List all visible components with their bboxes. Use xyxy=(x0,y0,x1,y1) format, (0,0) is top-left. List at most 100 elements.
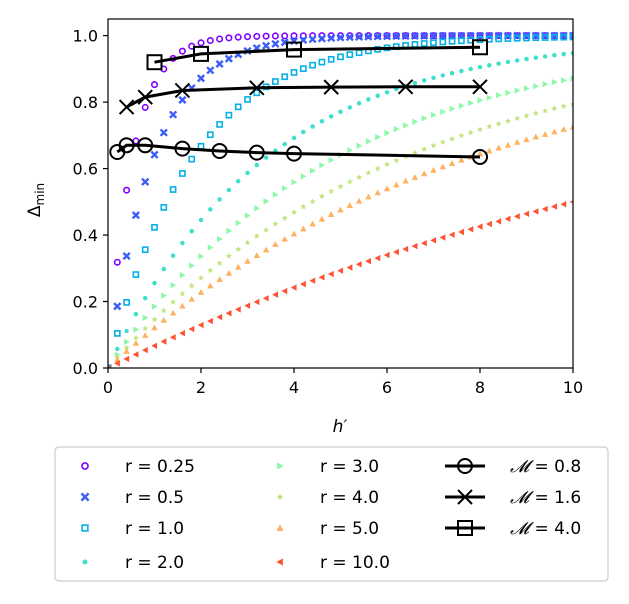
data-point xyxy=(551,203,557,210)
data-point xyxy=(300,173,307,180)
data-point xyxy=(215,59,224,68)
data-point xyxy=(430,39,437,47)
data-point xyxy=(244,239,251,246)
legend-label: r = 3.0 xyxy=(320,457,379,477)
data-point xyxy=(504,35,512,42)
data-point xyxy=(189,228,194,234)
data-point xyxy=(383,161,391,168)
legend-item-m: 𝓜 = 1.6 xyxy=(445,488,581,508)
data-point xyxy=(411,149,418,156)
data-point xyxy=(560,103,567,109)
data-point xyxy=(299,65,307,72)
data-point xyxy=(161,266,167,272)
data-point xyxy=(198,253,205,260)
data-point xyxy=(496,61,501,66)
data-point xyxy=(421,115,428,122)
data-point xyxy=(374,254,381,262)
data-point xyxy=(123,348,130,354)
data-point xyxy=(487,63,492,68)
data-point xyxy=(459,68,464,74)
data-point xyxy=(271,32,279,40)
data-point xyxy=(318,215,326,222)
data-point xyxy=(337,183,344,190)
data-point xyxy=(245,170,250,176)
data-point xyxy=(532,133,539,140)
data-point xyxy=(328,270,334,278)
legend-marker xyxy=(457,520,473,536)
data-point xyxy=(569,33,573,41)
data-point xyxy=(347,105,353,110)
data-point xyxy=(449,70,455,76)
data-point xyxy=(310,124,315,129)
y-tick-label: 0.8 xyxy=(73,93,98,112)
data-point xyxy=(532,110,539,116)
data-point xyxy=(458,132,465,139)
data-point xyxy=(179,271,186,279)
data-point xyxy=(263,226,270,233)
y-tick-label: 1.0 xyxy=(73,27,98,46)
data-point xyxy=(142,332,149,338)
data-point xyxy=(448,37,456,45)
data-point xyxy=(486,220,492,228)
data-point xyxy=(477,97,484,104)
data-point xyxy=(141,103,149,111)
y-tick-label: 0.6 xyxy=(73,160,98,179)
data-point xyxy=(542,107,549,114)
data-point xyxy=(178,47,186,55)
data-point xyxy=(253,89,261,97)
data-point xyxy=(495,218,502,225)
data-point xyxy=(458,228,464,236)
plot-layer xyxy=(107,18,574,369)
data-point xyxy=(327,33,336,43)
data-point xyxy=(411,174,419,180)
legend-marker xyxy=(276,558,283,566)
data-point xyxy=(208,207,213,212)
legend-label: r = 10.0 xyxy=(320,553,390,573)
legend-marker xyxy=(276,524,284,531)
data-point xyxy=(392,32,401,41)
data-point xyxy=(179,290,186,297)
data-point xyxy=(244,212,251,219)
data-point xyxy=(430,166,437,173)
data-point xyxy=(532,34,540,42)
data-point xyxy=(196,74,206,83)
data-point xyxy=(346,202,353,208)
data-point xyxy=(197,321,204,329)
data-point xyxy=(188,295,195,302)
data-point xyxy=(495,120,502,127)
data-point xyxy=(290,230,298,237)
data-point xyxy=(328,114,334,119)
data-point xyxy=(160,307,167,314)
data-point xyxy=(151,324,158,331)
data-point xyxy=(355,32,364,41)
data-point xyxy=(226,187,232,193)
data-point xyxy=(449,135,456,142)
data-point xyxy=(421,145,428,152)
y-axis-label-sub: min xyxy=(33,183,47,206)
data-point xyxy=(338,109,343,115)
m-series-point xyxy=(174,82,191,99)
data-point xyxy=(198,217,204,223)
data-point xyxy=(142,295,148,301)
data-point xyxy=(375,133,381,141)
data-point xyxy=(254,162,260,168)
data-point xyxy=(476,126,484,133)
data-point xyxy=(216,276,223,282)
data-point xyxy=(365,257,371,265)
data-point xyxy=(179,170,186,177)
data-point xyxy=(244,257,251,264)
data-point xyxy=(347,147,353,154)
data-point xyxy=(421,78,427,83)
series-6 xyxy=(108,123,573,368)
legend-label-symbol: 𝓜 xyxy=(510,457,534,477)
data-point xyxy=(533,83,539,90)
data-point xyxy=(216,259,223,266)
data-point xyxy=(383,185,391,192)
y-tick-label: 0.0 xyxy=(73,359,98,378)
y-tick-label: 0.4 xyxy=(73,226,98,245)
data-point xyxy=(235,179,241,184)
data-point xyxy=(317,34,326,43)
data-point xyxy=(216,121,223,128)
legend-item: r = 0.25 xyxy=(81,457,195,477)
data-point xyxy=(197,289,205,295)
